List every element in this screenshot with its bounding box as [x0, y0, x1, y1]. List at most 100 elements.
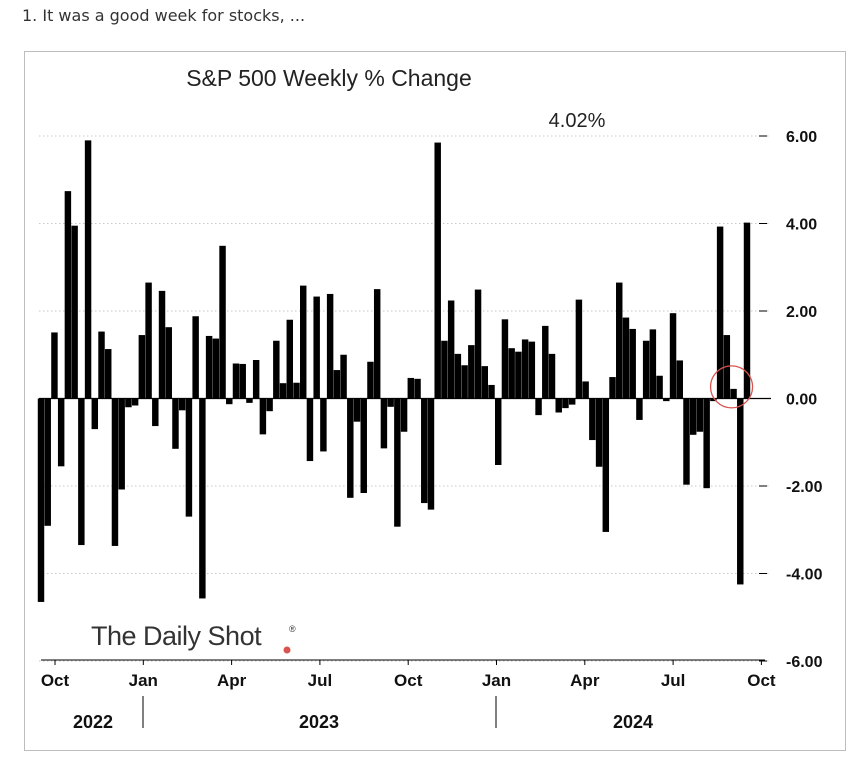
bar	[689, 398, 697, 435]
bar	[212, 338, 220, 399]
bar	[602, 398, 610, 532]
bar	[172, 398, 179, 449]
bar	[185, 398, 193, 517]
bar	[118, 398, 125, 490]
bar	[589, 398, 596, 441]
bar	[555, 398, 562, 413]
x-tick-label: Jan	[129, 671, 158, 690]
watermark: The Daily Shot ®	[91, 621, 296, 654]
bar	[521, 339, 529, 399]
bar	[434, 142, 441, 399]
bar	[367, 361, 374, 399]
y-axis: 6.00 4.00 2.00 0.00 -2.00 -4.00 -6.00	[759, 129, 823, 671]
bar	[145, 282, 152, 399]
y-tick-label: 6.00	[786, 129, 817, 146]
bar	[683, 398, 690, 485]
bar	[642, 340, 650, 399]
bar	[501, 319, 509, 399]
bar	[84, 140, 92, 399]
bar	[333, 370, 341, 399]
bar	[407, 377, 415, 399]
bar	[165, 327, 172, 399]
bar	[562, 398, 569, 409]
bar	[636, 398, 643, 420]
x-tick-label: Jan	[482, 671, 511, 690]
bar	[320, 398, 327, 452]
bar	[131, 398, 139, 406]
bar	[676, 360, 683, 399]
bar	[656, 375, 663, 399]
bar	[279, 383, 287, 399]
bar	[568, 398, 576, 405]
bar	[91, 398, 99, 430]
bar	[508, 348, 515, 399]
x-tick-label: Apr	[217, 671, 247, 690]
registered-mark-icon: ®	[289, 624, 296, 634]
weekly-change-chart: S&P 500 Weekly % Change 4.02% 6.00 4.00 2.…	[37, 65, 823, 732]
bar	[78, 398, 85, 546]
bar	[286, 319, 294, 399]
bar	[138, 335, 146, 399]
bar	[730, 388, 737, 399]
bar	[481, 366, 488, 399]
highlight-circle	[709, 365, 754, 409]
chart-title: S&P 500 Weekly % Change	[186, 65, 472, 91]
bar	[669, 313, 677, 399]
caption: 1. It was a good week for stocks, ...	[22, 6, 306, 25]
y-tick-label: 2.00	[786, 304, 817, 321]
bars	[37, 140, 754, 602]
bar	[515, 351, 522, 399]
bar	[192, 316, 199, 399]
x-tick-label: Jul	[308, 671, 333, 690]
x-axis: Oct Jan Apr Jul Oct Jan Apr Jul Oct 2022 2023 2024	[41, 659, 776, 732]
bar	[582, 381, 589, 399]
x-tick-label: Apr	[570, 671, 600, 690]
bar	[273, 340, 280, 399]
bar	[226, 398, 233, 405]
bar	[743, 222, 751, 399]
bar	[542, 325, 549, 399]
bar	[98, 331, 105, 399]
bar	[259, 398, 267, 435]
bar	[461, 365, 468, 399]
bar	[710, 398, 717, 402]
watermark-text: The Daily Shot	[91, 621, 262, 651]
bar	[616, 282, 623, 399]
bar	[300, 285, 307, 399]
bar	[488, 384, 495, 399]
bar	[629, 328, 636, 399]
bar	[548, 353, 556, 399]
bar	[266, 398, 273, 412]
y-tick-label: 4.00	[786, 217, 817, 234]
x-tick-label: Jul	[661, 671, 686, 690]
bar	[441, 340, 448, 399]
bar	[535, 398, 542, 416]
bar	[125, 398, 132, 408]
bar	[427, 398, 435, 510]
bar	[205, 335, 213, 399]
y-tick-label: -4.00	[786, 567, 823, 584]
bar	[232, 363, 240, 399]
bar	[421, 398, 428, 504]
x-tick-label: Oct	[394, 671, 423, 690]
bar	[609, 377, 616, 399]
bar	[373, 289, 381, 399]
bar	[71, 225, 78, 399]
bar	[474, 289, 482, 399]
x-tick-label: Oct	[41, 671, 70, 690]
watermark-dot-icon	[283, 646, 291, 654]
x-tick-label: Oct	[747, 671, 776, 690]
bar	[111, 398, 119, 546]
bar	[219, 245, 226, 399]
bar	[360, 398, 367, 493]
bar	[528, 341, 536, 399]
bar	[239, 363, 246, 399]
bar	[468, 345, 475, 399]
bar	[340, 354, 347, 399]
bar	[380, 398, 388, 449]
bar	[178, 398, 186, 411]
year-label: 2024	[613, 712, 653, 732]
year-label: 2022	[73, 712, 113, 732]
bar	[494, 398, 502, 465]
bar	[387, 398, 394, 407]
